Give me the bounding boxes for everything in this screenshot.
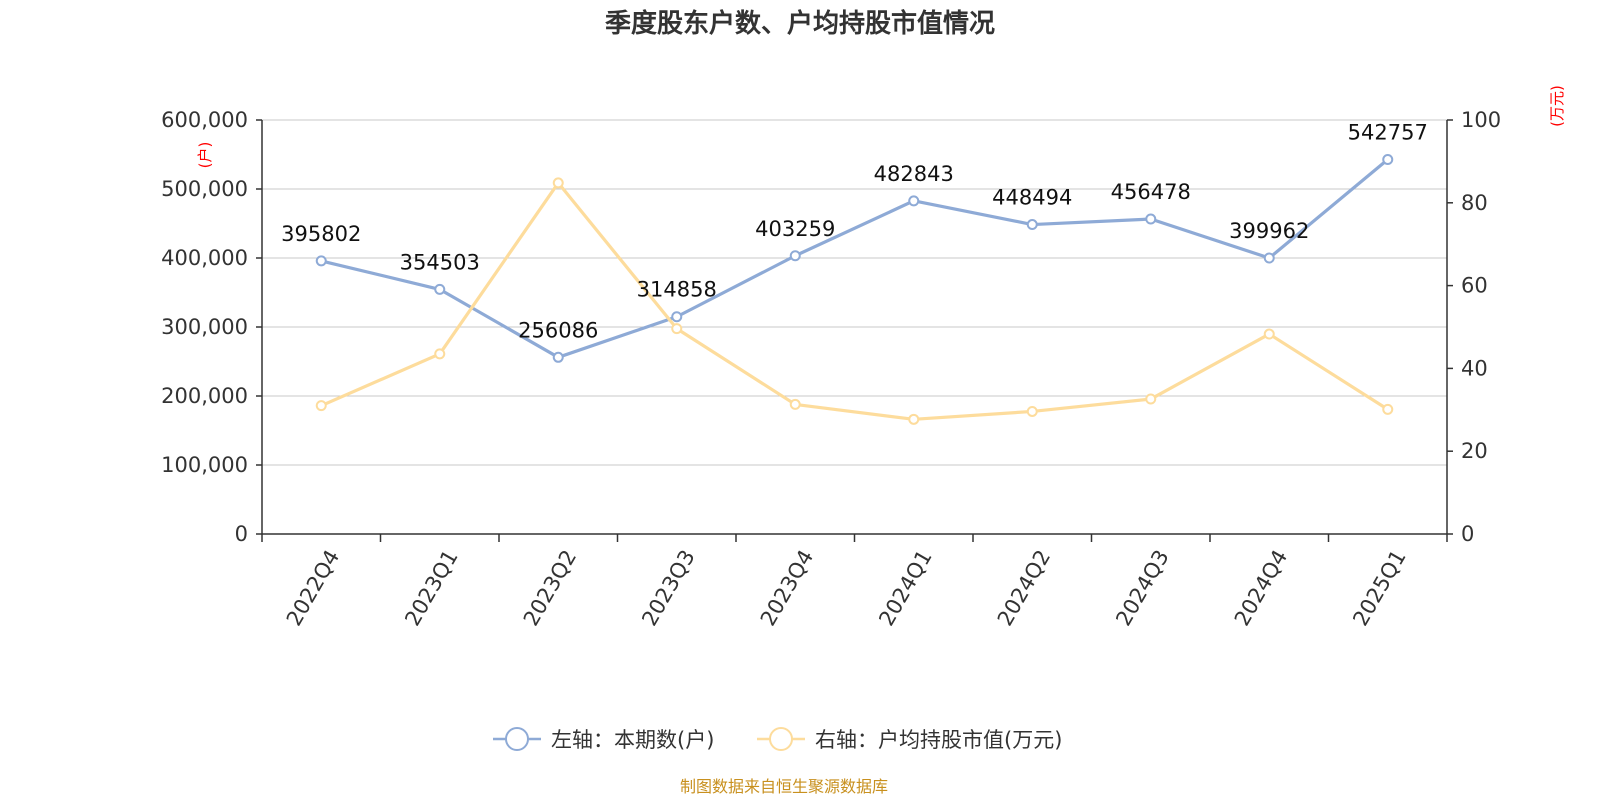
left-axis-tick-label: 300,000 (161, 315, 248, 339)
series-point-right (1263, 328, 1275, 340)
x-axis-tick-label: 2024Q3 (1111, 546, 1173, 630)
source-note: 制图数据来自恒生聚源数据库 (680, 777, 888, 796)
data-labels: 395802 354503 256086 314858 403259 482843 4484… (281, 120, 1428, 342)
legend-left-swatch-marker (505, 727, 529, 751)
series-point-left (1382, 153, 1394, 165)
legend: 左轴：本期数(户) 右轴：户均持股市值(万元) (493, 727, 1062, 752)
data-label: 314858 (637, 278, 717, 302)
data-label: 482843 (874, 162, 954, 186)
right-axis-tick-label: 60 (1461, 274, 1488, 298)
series-line-left (320, 158, 1389, 359)
series-point-right (552, 177, 564, 189)
left-axis-tick-label: 500,000 (161, 177, 248, 201)
series-point-right (908, 413, 920, 425)
x-axis-tick-label: 2023Q1 (400, 546, 462, 630)
x-axis-tick-label: 2025Q1 (1348, 546, 1410, 630)
right-axis-tick-label: 40 (1461, 356, 1488, 380)
series-point-left (789, 250, 801, 262)
data-label: 403259 (755, 217, 835, 241)
legend-item-left-series[interactable]: 左轴：本期数(户) (493, 727, 714, 752)
chart-title: 季度股东户数、户均持股市值情况 (605, 8, 995, 39)
series (315, 153, 1394, 425)
x-axis-tick-label: 2024Q4 (1230, 546, 1292, 630)
legend-left-label: 左轴：本期数(户) (551, 728, 714, 752)
legend-item-right-series[interactable]: 右轴：户均持股市值(万元) (757, 727, 1062, 752)
left-axis-tick-label: 200,000 (161, 384, 248, 408)
series-point-left (1026, 219, 1038, 231)
series-point-left (1145, 213, 1157, 225)
series-point-left (552, 351, 564, 363)
data-label: 256086 (518, 318, 598, 342)
x-axis-tick-label: 2023Q3 (637, 546, 699, 630)
series-point-right (315, 400, 327, 412)
data-label: 395802 (281, 222, 361, 246)
right-axis-tick-label: 0 (1461, 522, 1474, 546)
x-axis-tick-label: 2024Q1 (874, 546, 936, 630)
data-label: 448494 (992, 186, 1072, 210)
data-label: 399962 (1229, 219, 1309, 243)
left-axis-tick-label: 400,000 (161, 246, 248, 270)
axes: 0 100,000 200,000 300,000 400,000 500,000 600,… (161, 108, 1501, 630)
right-axis-unit: (万元) (1548, 85, 1566, 127)
right-axis-tick-label: 80 (1461, 191, 1488, 215)
series-point-right (671, 323, 683, 335)
left-axis-tick-label: 0 (235, 522, 248, 546)
series-point-left (315, 255, 327, 267)
series-point-right (1026, 405, 1038, 417)
series-point-left (671, 311, 683, 323)
x-axis-tick-label: 2023Q4 (756, 546, 818, 630)
data-label: 542757 (1348, 120, 1428, 144)
legend-right-label: 右轴：户均持股市值(万元) (815, 728, 1062, 752)
left-axis-tick-label: 600,000 (161, 108, 248, 132)
series-point-right (434, 348, 446, 360)
right-axis-tick-label: 100 (1461, 108, 1501, 132)
series-point-right (1382, 403, 1394, 415)
data-label: 354503 (400, 250, 480, 274)
series-point-right (789, 398, 801, 410)
series-point-right (1145, 393, 1157, 405)
left-axis-tick-label: 100,000 (161, 453, 248, 477)
data-label: 456478 (1111, 180, 1191, 204)
series-point-left (908, 195, 920, 207)
left-axis-unit: (户) (196, 142, 214, 169)
legend-right-swatch-marker (769, 727, 793, 751)
x-axis-tick-label: 2023Q2 (519, 546, 581, 630)
right-axis-tick-label: 20 (1461, 439, 1488, 463)
series-point-left (434, 283, 446, 295)
series-line-right (320, 181, 1389, 421)
series-point-left (1263, 252, 1275, 264)
x-axis-tick-label: 2024Q2 (993, 546, 1055, 630)
x-axis-tick-label: 2022Q4 (282, 546, 344, 630)
